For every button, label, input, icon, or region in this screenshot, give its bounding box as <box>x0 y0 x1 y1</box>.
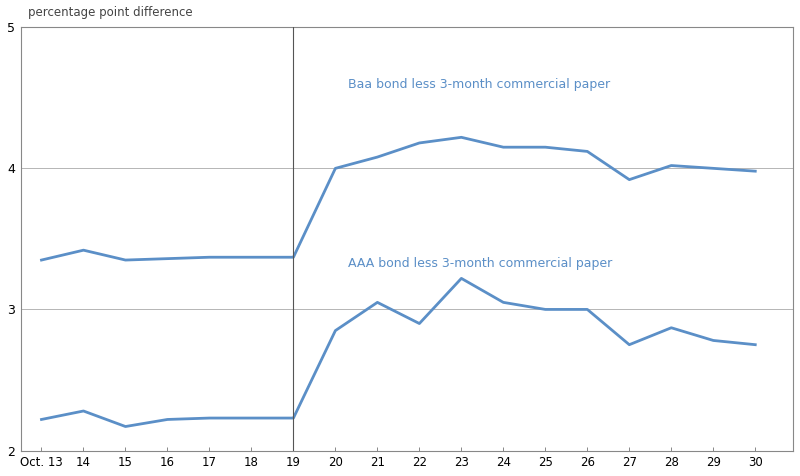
Text: Baa bond less 3-month commercial paper: Baa bond less 3-month commercial paper <box>348 78 610 91</box>
Text: percentage point difference: percentage point difference <box>28 6 193 19</box>
Text: AAA bond less 3-month commercial paper: AAA bond less 3-month commercial paper <box>348 257 612 270</box>
